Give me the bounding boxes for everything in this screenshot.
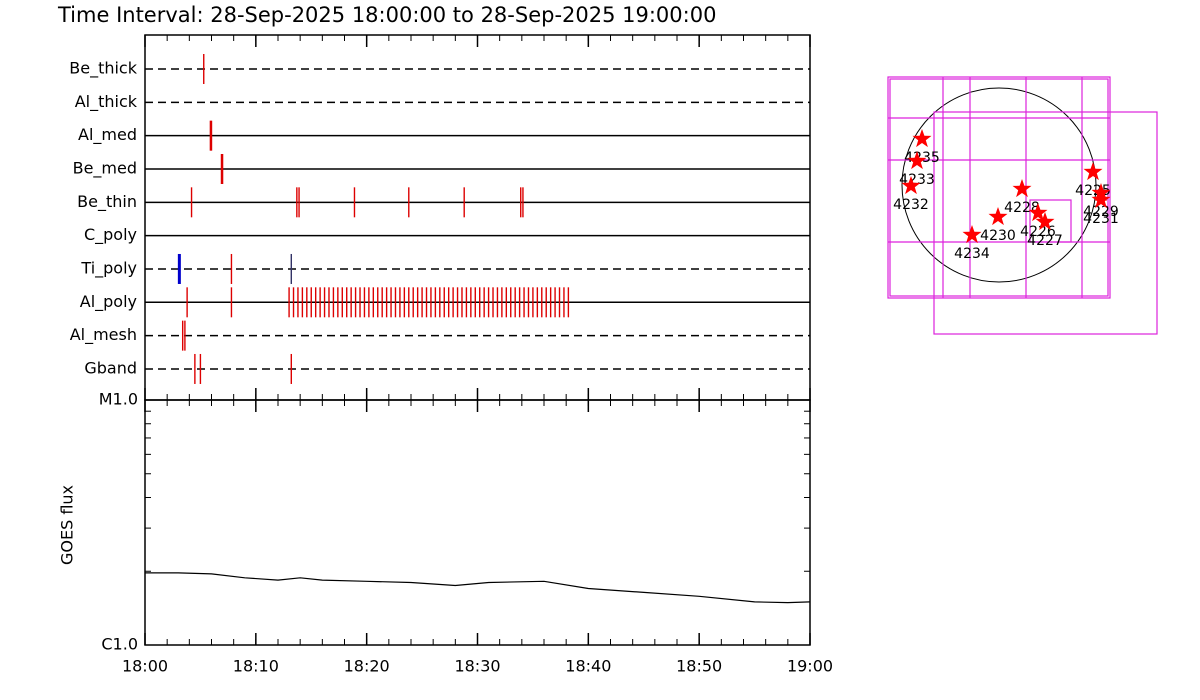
region-star — [1028, 203, 1048, 222]
x-tick-label: 19:00 — [787, 657, 833, 676]
y-tick-label: M1.0 — [99, 390, 138, 409]
row-label: Ti_poly — [80, 258, 137, 278]
region-label: 4227 — [1027, 233, 1063, 249]
row-label: C_poly — [84, 225, 137, 245]
region-label: 4228 — [1004, 200, 1040, 216]
x-tick-label: 18:00 — [122, 657, 168, 676]
row-label: Al_poly — [80, 292, 137, 312]
row-label: Gband — [84, 358, 137, 377]
region-star — [912, 129, 932, 148]
region-label: 4232 — [893, 197, 929, 213]
x-tick-label: 18:50 — [676, 657, 722, 676]
row-label: Al_med — [78, 125, 137, 145]
row-label: Al_mesh — [70, 325, 137, 345]
region-label: 4226 — [1020, 224, 1056, 240]
page-title: Time Interval: 28-Sep-2025 18:00:00 to 2… — [57, 3, 716, 27]
region-star — [962, 225, 982, 244]
region-star — [1083, 162, 1103, 181]
row-label: Al_thick — [75, 92, 138, 112]
region-star — [1035, 212, 1055, 231]
region-label: 4233 — [899, 172, 935, 188]
region-star — [901, 176, 921, 195]
region-star — [1091, 190, 1111, 209]
x-tick-label: 18:30 — [454, 657, 500, 676]
goes-frame — [144, 399, 811, 646]
row-label: Be_thin — [77, 192, 137, 212]
y-tick-label: C1.0 — [101, 635, 138, 654]
region-label: 4229 — [1083, 204, 1119, 220]
region-label: 4234 — [954, 246, 990, 262]
row-label: Be_med — [73, 158, 137, 178]
timeline-frame — [144, 34, 811, 401]
solar-disk — [901, 87, 1097, 283]
row-label: Be_thick — [69, 59, 137, 79]
goes-curve — [145, 572, 811, 604]
region-star — [1012, 179, 1032, 198]
region-label: 4230 — [980, 228, 1016, 244]
y-axis-label: GOES flux — [58, 485, 77, 565]
x-tick-label: 18:40 — [565, 657, 611, 676]
region-label: 4231 — [1083, 211, 1119, 227]
region-star — [907, 151, 927, 170]
region-star — [988, 207, 1008, 226]
x-tick-label: 18:10 — [233, 657, 279, 676]
x-tick-label: 18:20 — [344, 657, 390, 676]
